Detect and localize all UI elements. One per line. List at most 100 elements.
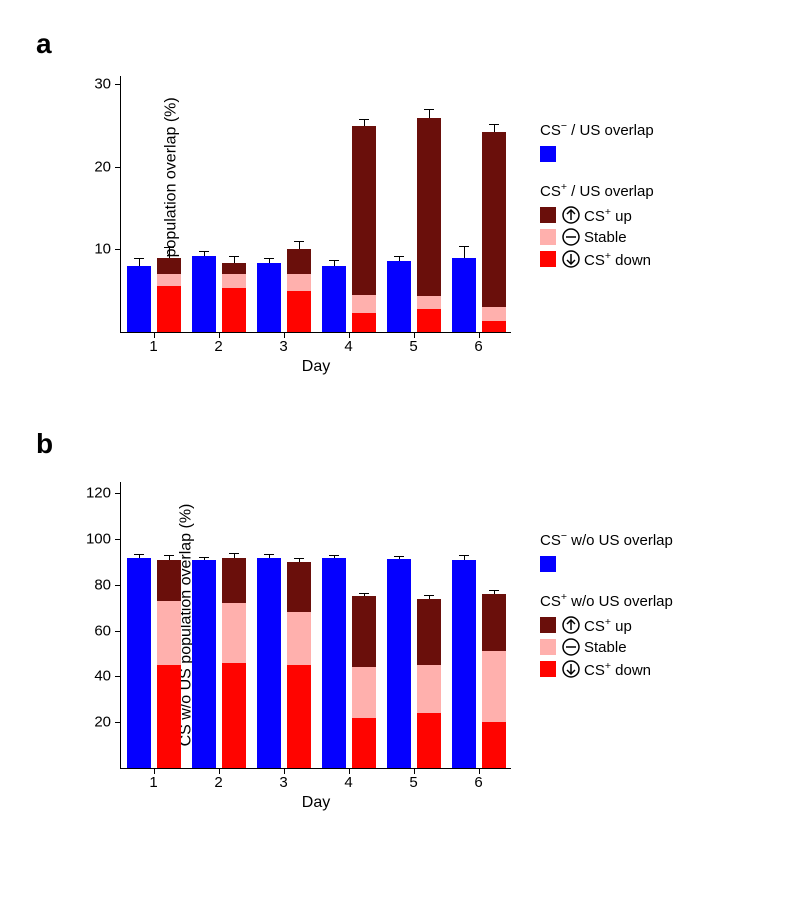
stable-icon [562,638,580,656]
y-tick-label: 40 [94,668,121,685]
error-bar [139,555,140,557]
x-axis-title: Day [302,332,330,376]
csplus-up-segment [157,560,181,601]
csplus-down-segment [482,722,506,768]
error-cap [229,256,239,257]
y-tick-label: 30 [94,76,121,93]
legend-label: CS+ down [584,250,651,269]
legend-label: CS+ down [584,660,651,679]
csplus-stable-segment [287,612,311,665]
csplus-up-segment [482,132,506,307]
legend-item [540,143,654,165]
legend-group2-title: CS+ w/o US overlap [540,591,673,610]
csminus-bar [452,258,476,332]
down-icon [562,250,580,268]
error-cap [459,555,469,556]
y-tick-label: 80 [94,576,121,593]
csplus-up-segment [222,263,246,275]
x-tick-label: 5 [409,768,417,791]
legend-group1-title: CS− / US overlap [540,120,654,139]
legend-swatch [540,251,556,267]
x-tick-label: 6 [474,332,482,355]
csplus-up-segment [287,562,311,612]
csminus-bar [387,261,411,332]
csplus-stable-segment [287,274,311,291]
error-cap [294,558,304,559]
x-tick-label: 4 [344,332,352,355]
error-cap [294,241,304,242]
error-bar [269,555,270,557]
x-tick-label: 6 [474,768,482,791]
error-bar [364,120,365,126]
legend-swatch [540,617,556,633]
csminus-bar [257,558,281,768]
x-tick-label: 4 [344,768,352,791]
up-icon [562,616,580,634]
panel-b-label: b [36,428,53,460]
error-cap [134,554,144,555]
csplus-down-segment [222,288,246,332]
legend-item: CS+ up [540,614,673,636]
x-tick-label: 2 [214,768,222,791]
error-bar [169,248,170,258]
csplus-stacked-bar [482,132,506,332]
error-bar [364,594,365,597]
legend-label: CS+ up [584,206,632,225]
error-cap [329,555,339,556]
csplus-down-segment [352,718,376,768]
error-bar [429,110,430,118]
legend-item: CS+ up [540,204,654,226]
error-bar [399,557,400,559]
panel-a-legend: CS− / US overlapCS+ / US overlapCS+ upSt… [540,120,654,270]
error-cap [489,590,499,591]
csplus-up-segment [352,596,376,667]
csplus-stacked-bar [417,118,441,332]
csplus-stacked-bar [287,249,311,332]
csplus-stable-segment [482,307,506,321]
legend-swatch [540,639,556,655]
error-bar [269,259,270,264]
csplus-stable-segment [222,603,246,662]
error-cap [394,556,404,557]
csminus-bar [127,558,151,768]
error-bar [399,257,400,261]
csplus-stacked-bar [222,558,246,768]
error-bar [299,559,300,562]
stable-icon [562,228,580,246]
error-bar [299,242,300,249]
csplus-stable-segment [157,274,181,286]
x-tick-label: 2 [214,332,222,355]
x-tick-label: 1 [149,768,157,791]
csplus-up-segment [287,249,311,274]
y-tick-label: 10 [94,241,121,258]
panel-b-chart: 20406080100120CS w/o US population overl… [120,482,511,769]
error-cap [394,256,404,257]
csplus-down-segment [482,321,506,332]
y-tick-label: 20 [94,158,121,175]
csplus-up-segment [222,558,246,604]
csplus-stable-segment [222,274,246,288]
error-cap [329,260,339,261]
y-tick-label: 120 [86,485,121,502]
legend-swatch [540,146,556,162]
x-tick-label: 3 [279,768,287,791]
csminus-bar [322,266,346,332]
legend-item: Stable [540,636,673,658]
legend-group1-title: CS− w/o US overlap [540,530,673,549]
error-cap [264,554,274,555]
csplus-stacked-bar [417,599,441,768]
csplus-down-segment [417,713,441,768]
error-cap [229,553,239,554]
csplus-stacked-bar [157,560,181,768]
csminus-bar [387,559,411,768]
csplus-down-segment [287,665,311,768]
error-bar [464,247,465,258]
y-tick-label: 60 [94,622,121,639]
error-bar [334,261,335,266]
csplus-down-segment [287,291,311,332]
error-cap [164,247,174,248]
csminus-bar [452,560,476,768]
legend-swatch [540,556,556,572]
up-icon [562,206,580,224]
x-axis-title: Day [302,768,330,812]
